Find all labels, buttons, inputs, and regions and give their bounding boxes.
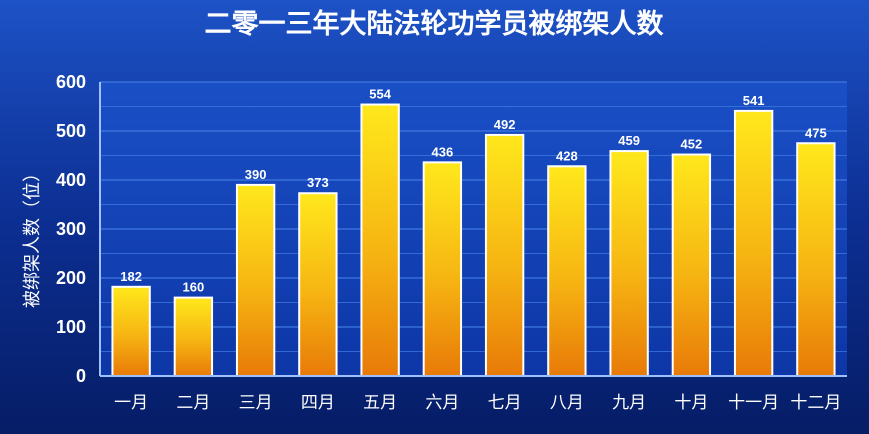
chart-title: 二零一三年大陆法轮功学员被绑架人数: [205, 8, 665, 40]
x-tick-label: 五月: [363, 393, 397, 413]
x-tick-label: 七月: [488, 393, 522, 413]
y-tick-label: 400: [56, 170, 86, 190]
data-label: 475: [805, 125, 827, 140]
bars: [111, 103, 836, 378]
data-label: 182: [120, 269, 142, 284]
data-label: 554: [369, 87, 391, 102]
bar: [547, 165, 587, 377]
x-tick-label: 十二月: [790, 393, 841, 413]
data-label: 541: [743, 93, 765, 108]
data-label: 160: [183, 280, 205, 295]
bar: [360, 103, 400, 377]
x-tick-label: 二月: [176, 393, 210, 413]
y-axis: 0 100 200 300 400 500 600: [56, 72, 101, 386]
y-tick-label: 500: [56, 121, 86, 141]
data-label: 459: [618, 133, 640, 148]
bar: [796, 142, 836, 377]
y-tick-label: 200: [56, 268, 86, 288]
x-axis: 一月 二月 三月 四月 五月 六月 七月 八月 九月 十月 十一月 十二月: [100, 375, 847, 413]
bar: [173, 296, 214, 378]
bar: [111, 285, 151, 378]
bar: [671, 153, 712, 377]
data-label: 436: [432, 144, 454, 159]
bar: [298, 192, 338, 377]
x-tick-label: 十一月: [728, 393, 779, 413]
bar: [609, 150, 649, 377]
data-label: 428: [556, 148, 578, 163]
bar: [235, 183, 276, 377]
x-tick-label: 四月: [301, 393, 335, 413]
data-labels: 182 160 390 373 554 436 492 428 459 452 541 475: [120, 87, 826, 295]
bar: [422, 161, 463, 377]
x-tick-label: 八月: [550, 393, 584, 413]
y-axis-title: 被绑架人数（位）: [22, 164, 43, 308]
x-tick-label: 十月: [674, 393, 708, 413]
x-tick-label: 三月: [239, 393, 273, 413]
y-tick-label: 600: [56, 72, 86, 92]
data-label: 373: [307, 175, 329, 190]
data-label: 492: [494, 117, 516, 132]
y-tick-label: 0: [76, 366, 86, 386]
x-tick-label: 九月: [612, 393, 646, 413]
data-label: 452: [681, 137, 703, 152]
y-tick-label: 300: [56, 219, 86, 239]
data-label: 390: [245, 167, 267, 182]
x-tick-label: 一月: [114, 393, 148, 413]
bar: [484, 133, 525, 377]
grid-lines: [100, 81, 847, 377]
x-tick-label: 六月: [425, 393, 459, 413]
bar: [733, 109, 774, 377]
y-tick-label: 100: [56, 317, 86, 337]
